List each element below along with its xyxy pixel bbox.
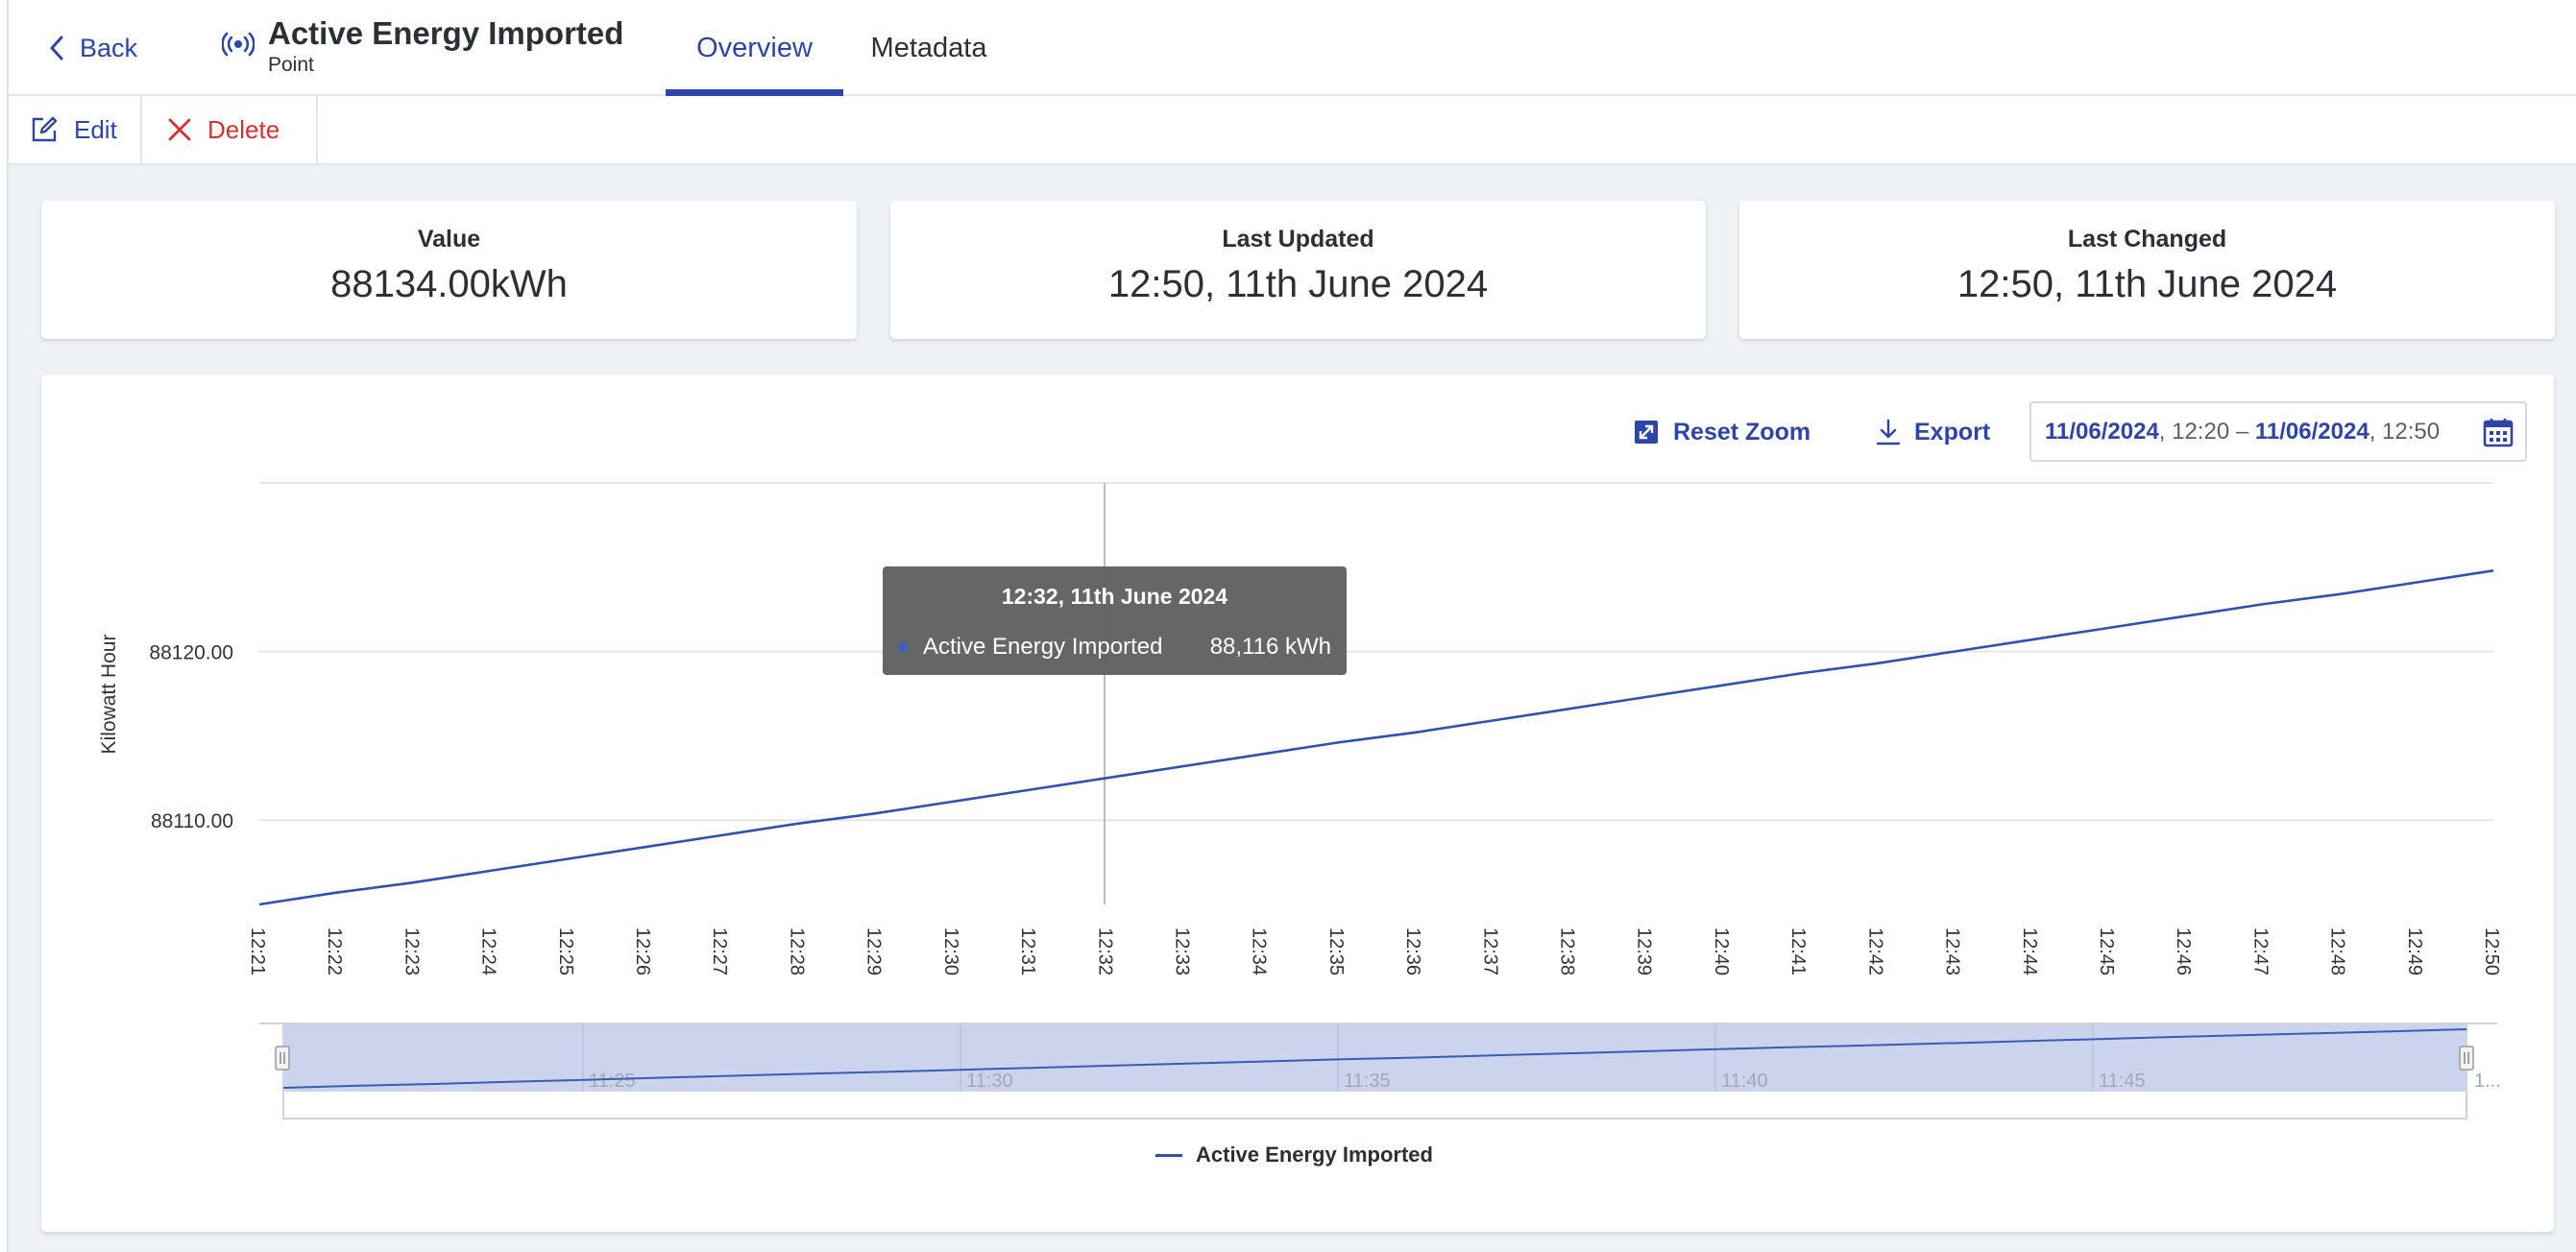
delete-button[interactable]: Delete [142,96,318,163]
last-updated-label: Last Updated [1222,226,1374,253]
chart-tooltip: 12:32, 11th June 2024 Active Energy Impo… [883,566,1347,675]
x-tick-label: 12:28 [786,927,807,975]
date-from-date: 11/06/2024 [2045,418,2159,445]
x-tick-label: 12:40 [1711,927,1732,975]
last-changed-label: Last Changed [2067,226,2227,253]
x-tick-label: 12:50 [2481,927,2502,975]
page-subtitle: Point [268,54,314,76]
x-tick-label: 12:43 [1942,927,1963,975]
value-card-value: 88134.00kWh [330,263,568,305]
x-tick-label: 12:24 [478,927,499,975]
x-tick-label: 12:27 [709,927,730,975]
x-tick-label: 12:41 [1787,927,1809,975]
tab-overview[interactable]: Overview [666,0,843,96]
navigator-handle-left[interactable] [275,1046,290,1071]
value-card-label: Value [417,226,481,253]
tooltip-series-dot [898,642,908,652]
edit-icon [32,116,58,142]
x-tick-label: 12:39 [1634,927,1655,975]
x-tick-label: 12:29 [863,927,885,975]
download-icon [1876,419,1901,445]
tooltip-value: 88,116 kWh [1209,634,1331,660]
last-changed-value: 12:50, 11th June 2024 [1956,263,2338,305]
navigator-tick-label: 11:30 [966,1071,1013,1092]
x-tick-label: 12:48 [2327,927,2348,975]
delete-label: Delete [207,114,280,144]
x-tick-label: 12:34 [1249,927,1270,975]
date-to-date: 11/06/2024 [2254,418,2369,445]
x-tick-label: 12:47 [2249,927,2271,975]
x-tick-label: 12:21 [247,927,268,975]
left-edge [0,0,9,1252]
title-block: Active Energy Imported Point [222,14,623,78]
navigator-tick-label: 11:45 [2099,1071,2146,1092]
x-tick-label: 12:31 [1017,927,1038,975]
x-tick-label: 12:49 [2404,927,2425,975]
back-button[interactable]: Back [49,29,137,67]
edit-label: Edit [74,114,117,144]
date-from-time: , 12:20 [2158,418,2230,445]
tooltip-series-name: Active Energy Imported [923,634,1163,660]
date-separator: – [2229,418,2255,445]
legend-line-swatch [1155,1153,1182,1157]
x-tick-label: 12:42 [1864,927,1885,975]
series-line-active-energy-imported [258,569,2494,906]
back-label: Back [80,33,138,62]
last-changed-card: Last Changed 12:50, 11th June 2024 [1739,201,2555,339]
navigator-tick-label: 11:35 [1344,1071,1391,1092]
page-title: Active Energy Imported [268,15,624,51]
broadcast-icon [222,32,255,57]
last-updated-value: 12:50, 11th June 2024 [1107,263,1489,305]
x-tick-label: 12:26 [632,927,653,975]
chevron-left-icon [50,36,63,60]
y-axis-label: Kilowatt Hour [98,635,120,755]
x-tick-label: 12:38 [1557,927,1578,975]
export-button[interactable]: Export [1876,413,1990,451]
tab-metadata-label: Metadata [870,32,987,63]
close-icon [168,118,191,141]
date-range-picker[interactable]: 11/06/2024, 12:20 – 11/06/2024, 12:50 [2029,401,2527,462]
navigator-tick-label: 1... [2474,1071,2501,1092]
navigator-handle-right[interactable] [2459,1046,2474,1071]
x-tick-label: 12:44 [2019,927,2040,975]
navigator[interactable]: 11:25 11:30 11:35 11:40 11:45 1... [259,1023,2501,1120]
navigator-series-line [282,1028,2467,1089]
action-bar: Edit Delete [9,96,2576,165]
last-updated-card: Last Updated 12:50, 11th June 2024 [890,201,1706,339]
calendar-icon[interactable] [2483,417,2514,447]
top-bar: Back Active Energy Imported Point Overvi… [9,0,2576,96]
x-tick-label: 12:37 [1479,927,1500,975]
x-tick-label: 12:22 [324,927,345,975]
date-to-time: , 12:50 [2369,418,2441,445]
y-tick-label: 88110.00 [151,810,233,832]
x-tick-label: 12:46 [2173,927,2194,975]
reset-zoom-label: Reset Zoom [1673,418,1811,445]
tab-overview-label: Overview [696,32,813,63]
x-tick-label: 12:25 [555,927,576,975]
x-tick-label: 12:23 [401,927,422,975]
x-tick-label: 12:30 [940,927,961,975]
edit-button[interactable]: Edit [9,96,142,163]
x-tick-label: 12:45 [2096,927,2117,975]
reset-zoom-button[interactable]: Reset Zoom [1633,413,1810,451]
reset-zoom-icon [1635,421,1658,444]
value-card: Value 88134.00kWh [41,201,857,339]
x-tick-label: 12:36 [1402,927,1423,975]
x-tick-label: 12:32 [1094,927,1115,975]
chart-legend-item[interactable]: Active Energy Imported [1155,1143,1433,1168]
y-tick-label: 88120.00 [149,642,233,664]
x-tick-label: 12:35 [1325,927,1347,975]
tooltip-title: 12:32, 11th June 2024 [1001,584,1228,609]
x-tick-label: 12:33 [1171,927,1192,975]
legend-label: Active Energy Imported [1196,1143,1433,1167]
export-label: Export [1914,418,1991,445]
navigator-tick-label: 11:25 [589,1071,636,1092]
navigator-tick-label: 11:40 [1721,1071,1768,1092]
tab-metadata[interactable]: Metadata [843,0,1014,96]
